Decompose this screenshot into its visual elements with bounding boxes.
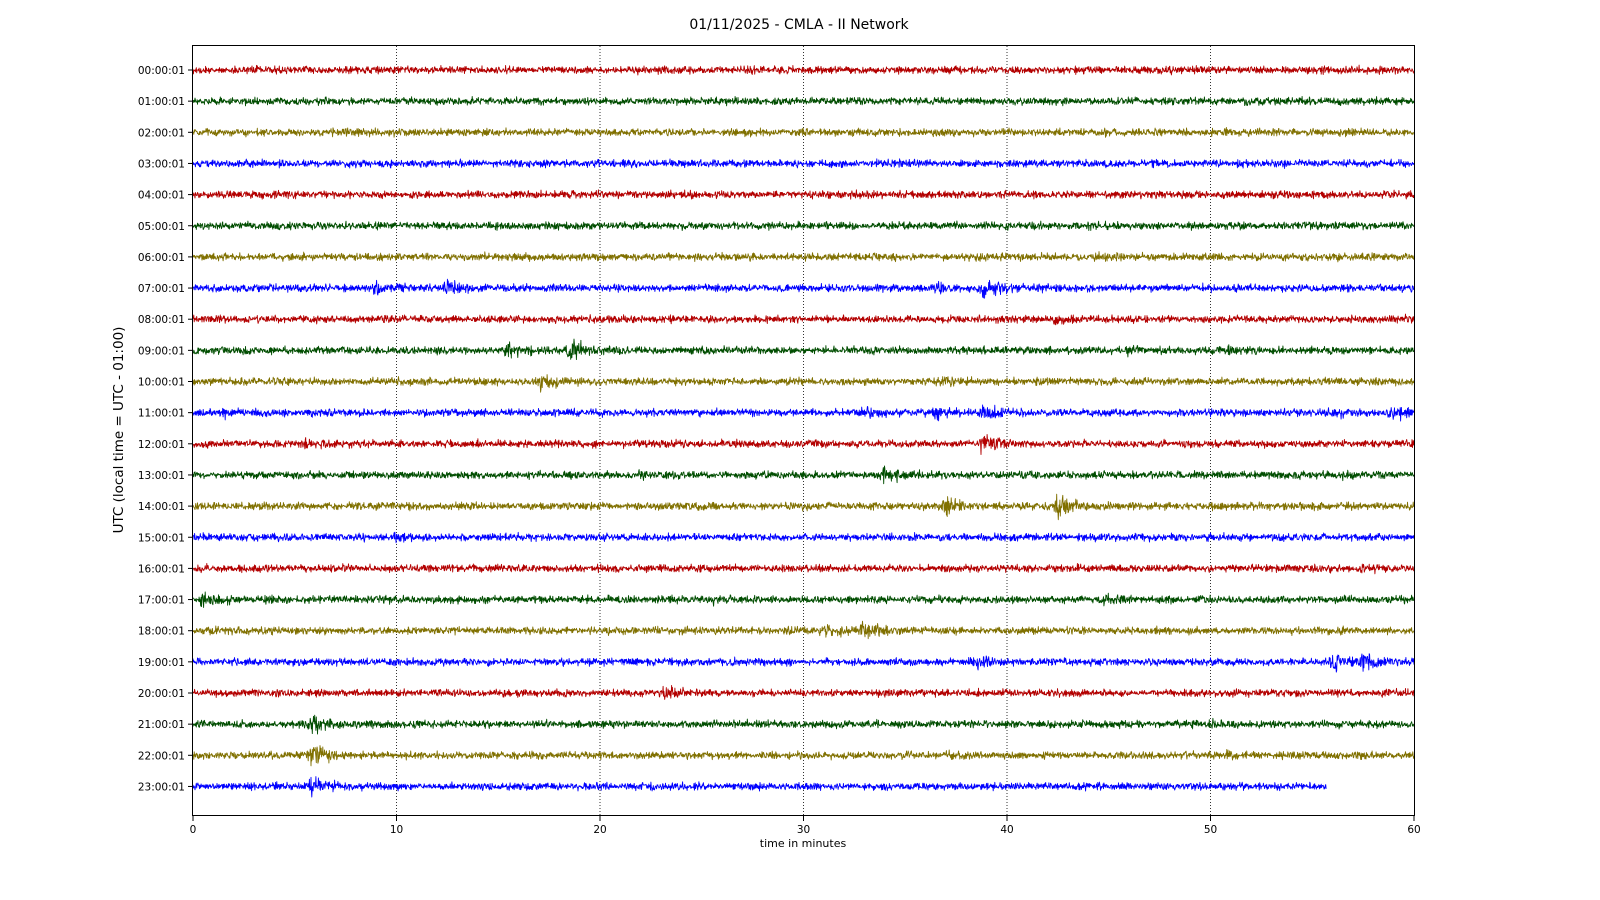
x-tick-label: 0 — [190, 824, 197, 836]
hour-label: 09:00:01 — [138, 345, 185, 357]
trace-01h — [192, 95, 1415, 107]
trace-02h — [192, 127, 1415, 138]
x-tick-label: 60 — [1407, 824, 1420, 836]
trace-00h — [192, 64, 1415, 76]
hour-label: 23:00:01 — [138, 781, 185, 793]
trace-13h — [192, 465, 1415, 485]
hour-label: 01:00:01 — [138, 96, 185, 108]
trace-11h — [192, 404, 1415, 422]
hour-label: 14:00:01 — [138, 501, 185, 513]
hour-label: 04:00:01 — [138, 190, 185, 202]
trace-23h — [192, 776, 1327, 798]
hour-label: 15:00:01 — [138, 532, 185, 544]
seismic-traces — [192, 64, 1415, 798]
x-axis-ticks: 0 10 20 30 40 50 60 — [190, 816, 1421, 836]
trace-05h — [192, 220, 1415, 232]
vertical-gridlines — [396, 46, 1211, 816]
trace-14h — [192, 493, 1415, 521]
hour-label: 21:00:01 — [138, 719, 185, 731]
hour-label: 19:00:01 — [138, 657, 185, 669]
trace-08h — [192, 313, 1415, 326]
trace-09h — [192, 338, 1415, 361]
hour-label: 11:00:01 — [138, 408, 185, 420]
hour-label: 00:00:01 — [138, 65, 185, 77]
hour-label: 16:00:01 — [138, 563, 185, 575]
hour-label: 17:00:01 — [138, 595, 185, 607]
trace-18h — [192, 620, 1415, 640]
trace-04h — [192, 189, 1415, 200]
trace-03h — [192, 158, 1415, 169]
hour-label: 05:00:01 — [138, 221, 185, 233]
hour-label: 22:00:01 — [138, 750, 185, 762]
trace-12h — [192, 434, 1415, 455]
trace-17h — [192, 591, 1415, 608]
hour-label: 12:00:01 — [138, 439, 185, 451]
x-tick-label: 40 — [1000, 824, 1013, 836]
x-tick-label: 50 — [1204, 824, 1217, 836]
trace-22h — [192, 745, 1415, 767]
hour-label: 08:00:01 — [138, 314, 185, 326]
hour-label: 03:00:01 — [138, 158, 185, 170]
trace-15h — [192, 531, 1415, 544]
x-tick-label: 10 — [390, 824, 403, 836]
x-tick-label: 30 — [797, 824, 810, 836]
hour-label: 10:00:01 — [138, 377, 185, 389]
trace-07h — [192, 278, 1415, 299]
hour-labels: 00:00:01 01:00:01 02:00:01 03:00:01 04:00:01… — [138, 65, 193, 793]
chart-title: 01/11/2025 - CMLA - II Network — [689, 17, 909, 33]
hour-label: 06:00:01 — [138, 252, 185, 264]
hour-label: 18:00:01 — [138, 626, 185, 638]
trace-06h — [192, 251, 1415, 263]
hour-label: 02:00:01 — [138, 127, 185, 139]
x-axis-label: time in minutes — [760, 837, 847, 850]
trace-16h — [192, 562, 1415, 575]
trace-19h — [192, 653, 1415, 673]
x-tick-label: 20 — [593, 824, 606, 836]
plot-frame — [192, 45, 1415, 816]
trace-21h — [192, 714, 1415, 735]
y-axis-label: UTC (local time = UTC - 01:00) — [111, 327, 127, 534]
hour-label: 07:00:01 — [138, 283, 185, 295]
trace-10h — [192, 374, 1415, 393]
hour-label: 13:00:01 — [138, 470, 185, 482]
hour-label: 20:00:01 — [138, 688, 185, 700]
trace-20h — [192, 684, 1415, 700]
